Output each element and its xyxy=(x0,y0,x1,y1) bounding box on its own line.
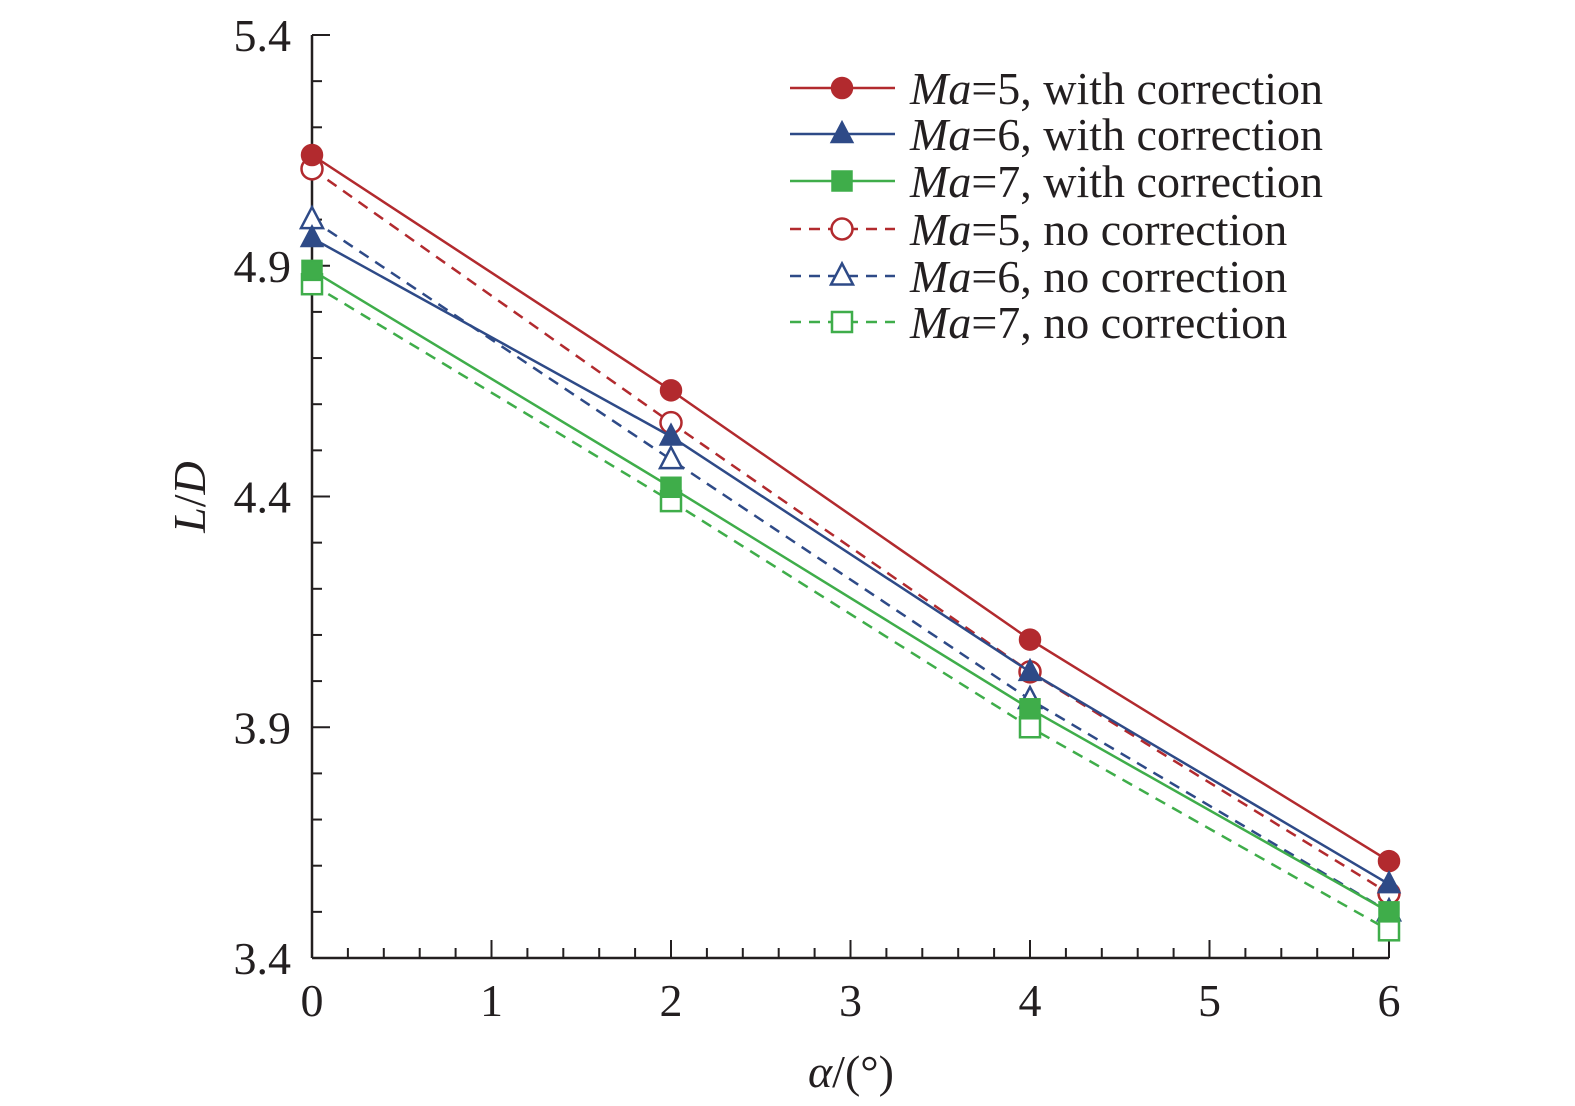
x-tick-label: 3 xyxy=(839,975,862,1026)
legend-marker xyxy=(829,119,855,144)
axis-ticks: 0 1 2 3 4 5 6 3.4 3.9 4.4 4.9 5.4 xyxy=(234,10,1401,1026)
series-3-point xyxy=(660,476,682,499)
x-tick-label: 2 xyxy=(660,975,683,1026)
y-axis-title-slash: / xyxy=(164,494,215,507)
x-tick-label: 6 xyxy=(1378,975,1401,1026)
legend-label-ma: Ma xyxy=(909,297,971,348)
series-6 xyxy=(300,272,1401,942)
series-3-point xyxy=(1378,901,1400,923)
series-2 xyxy=(299,223,1402,894)
legend-label-rest: =6, no correction xyxy=(971,251,1287,302)
y-tick-label: 4.4 xyxy=(234,472,292,523)
y-axis-title: L/D xyxy=(164,461,215,534)
legend-entry-1: Ma=5, with correction xyxy=(790,63,1323,114)
legend-marker xyxy=(830,217,854,241)
series-3-line xyxy=(311,269,1390,913)
legend-marker xyxy=(831,170,853,192)
x-axis-title-symbol: α xyxy=(808,1046,833,1097)
series-6-point xyxy=(1018,716,1042,739)
series-6-point xyxy=(1377,919,1401,942)
series-5-point xyxy=(657,444,685,470)
legend-entry-5: Ma=6, no correction xyxy=(790,251,1287,302)
x-tick-label: 1 xyxy=(480,975,503,1026)
legend-entry-2: Ma=6, with correction xyxy=(790,109,1323,160)
x-tick-label: 4 xyxy=(1019,975,1042,1026)
legend-label: Ma=7, no correction xyxy=(909,297,1287,348)
y-axis-title-l: L xyxy=(164,507,215,534)
series-2-point xyxy=(1376,870,1402,894)
series-6-line xyxy=(311,283,1390,932)
legend-entry-6: Ma=7, no correction xyxy=(790,297,1287,348)
series-3-point xyxy=(301,259,323,282)
series-2-point xyxy=(299,223,325,248)
series-layer xyxy=(298,143,1403,942)
legend-marker xyxy=(828,260,856,286)
series-1-line xyxy=(311,153,1390,863)
legend-label-rest: =7, no correction xyxy=(971,297,1287,348)
legend-label-rest: =7, with correction xyxy=(971,156,1323,207)
legend-label-ma: Ma xyxy=(909,251,971,302)
series-2-point xyxy=(658,422,684,446)
legend-label: Ma=5, no correction xyxy=(909,204,1287,255)
legend-label-ma: Ma xyxy=(909,204,971,255)
legend-marker xyxy=(830,76,854,100)
x-tick-label: 5 xyxy=(1198,975,1221,1026)
legend-entry-4: Ma=5, no correction xyxy=(790,204,1287,255)
x-tick-label: 0 xyxy=(301,975,324,1026)
legend-label-ma: Ma xyxy=(909,156,971,207)
series-1-point xyxy=(1377,849,1401,873)
legend-label-rest: =5, no correction xyxy=(971,204,1287,255)
legend-label-rest: =5, with correction xyxy=(971,63,1323,114)
x-axis-title: α/(°) xyxy=(808,1046,894,1097)
x-axis-title-unit: /(°) xyxy=(832,1046,894,1097)
y-tick-label: 4.9 xyxy=(234,241,292,292)
legend-label-ma: Ma xyxy=(909,109,971,160)
legend-label: Ma=6, with correction xyxy=(909,109,1323,160)
legend-label-rest: =6, with correction xyxy=(971,109,1323,160)
series-2-line xyxy=(311,236,1390,886)
series-1 xyxy=(300,143,1401,873)
y-tick-label: 3.4 xyxy=(234,933,292,984)
y-tick-label: 3.9 xyxy=(234,702,292,753)
y-tick-label: 5.4 xyxy=(234,10,292,61)
series-5-line xyxy=(311,218,1390,913)
legend-entry-3: Ma=7, with correction xyxy=(790,156,1323,207)
legend-marker xyxy=(830,310,854,334)
legend-label: Ma=5, with correction xyxy=(909,63,1323,114)
series-3 xyxy=(301,259,1400,923)
legend-label: Ma=7, with correction xyxy=(909,156,1323,207)
legend-label-ma: Ma xyxy=(909,63,971,114)
series-3-point xyxy=(1019,698,1041,720)
series-1-point xyxy=(659,379,683,402)
series-1-point xyxy=(300,143,324,167)
series-4-line xyxy=(311,167,1390,895)
series-1-point xyxy=(1018,628,1042,651)
series-2-point xyxy=(1017,657,1043,682)
y-axis-title-d: D xyxy=(164,461,215,495)
legend-label: Ma=6, no correction xyxy=(909,251,1287,302)
